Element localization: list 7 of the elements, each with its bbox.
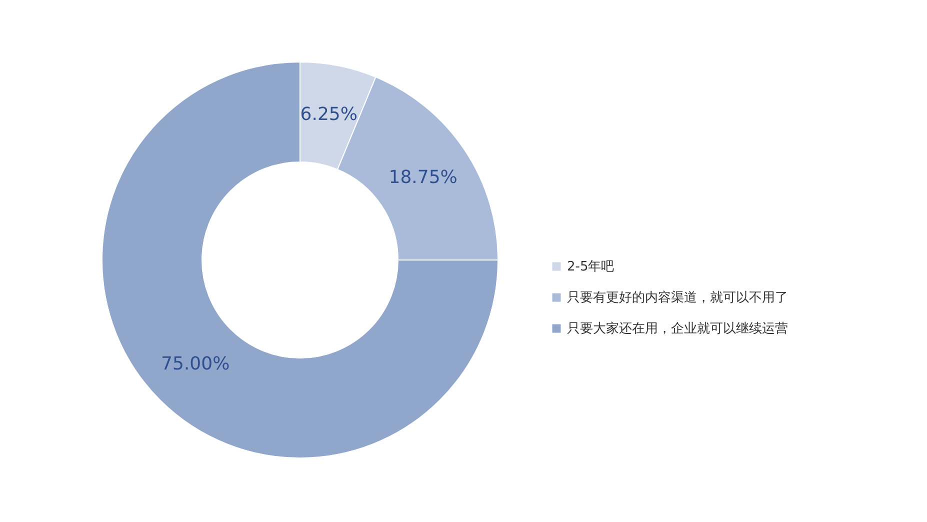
data-label: 6.25%	[300, 104, 358, 125]
legend-label: 只要有更好的内容渠道，就可以不用了	[567, 290, 788, 306]
legend-label: 2-5年吧	[567, 260, 614, 274]
legend-label: 只要大家还在用，企业就可以继续运营	[567, 320, 788, 336]
data-label: 75.00%	[161, 354, 230, 375]
data-label: 18.75%	[388, 166, 458, 188]
donut-slice	[102, 62, 498, 458]
